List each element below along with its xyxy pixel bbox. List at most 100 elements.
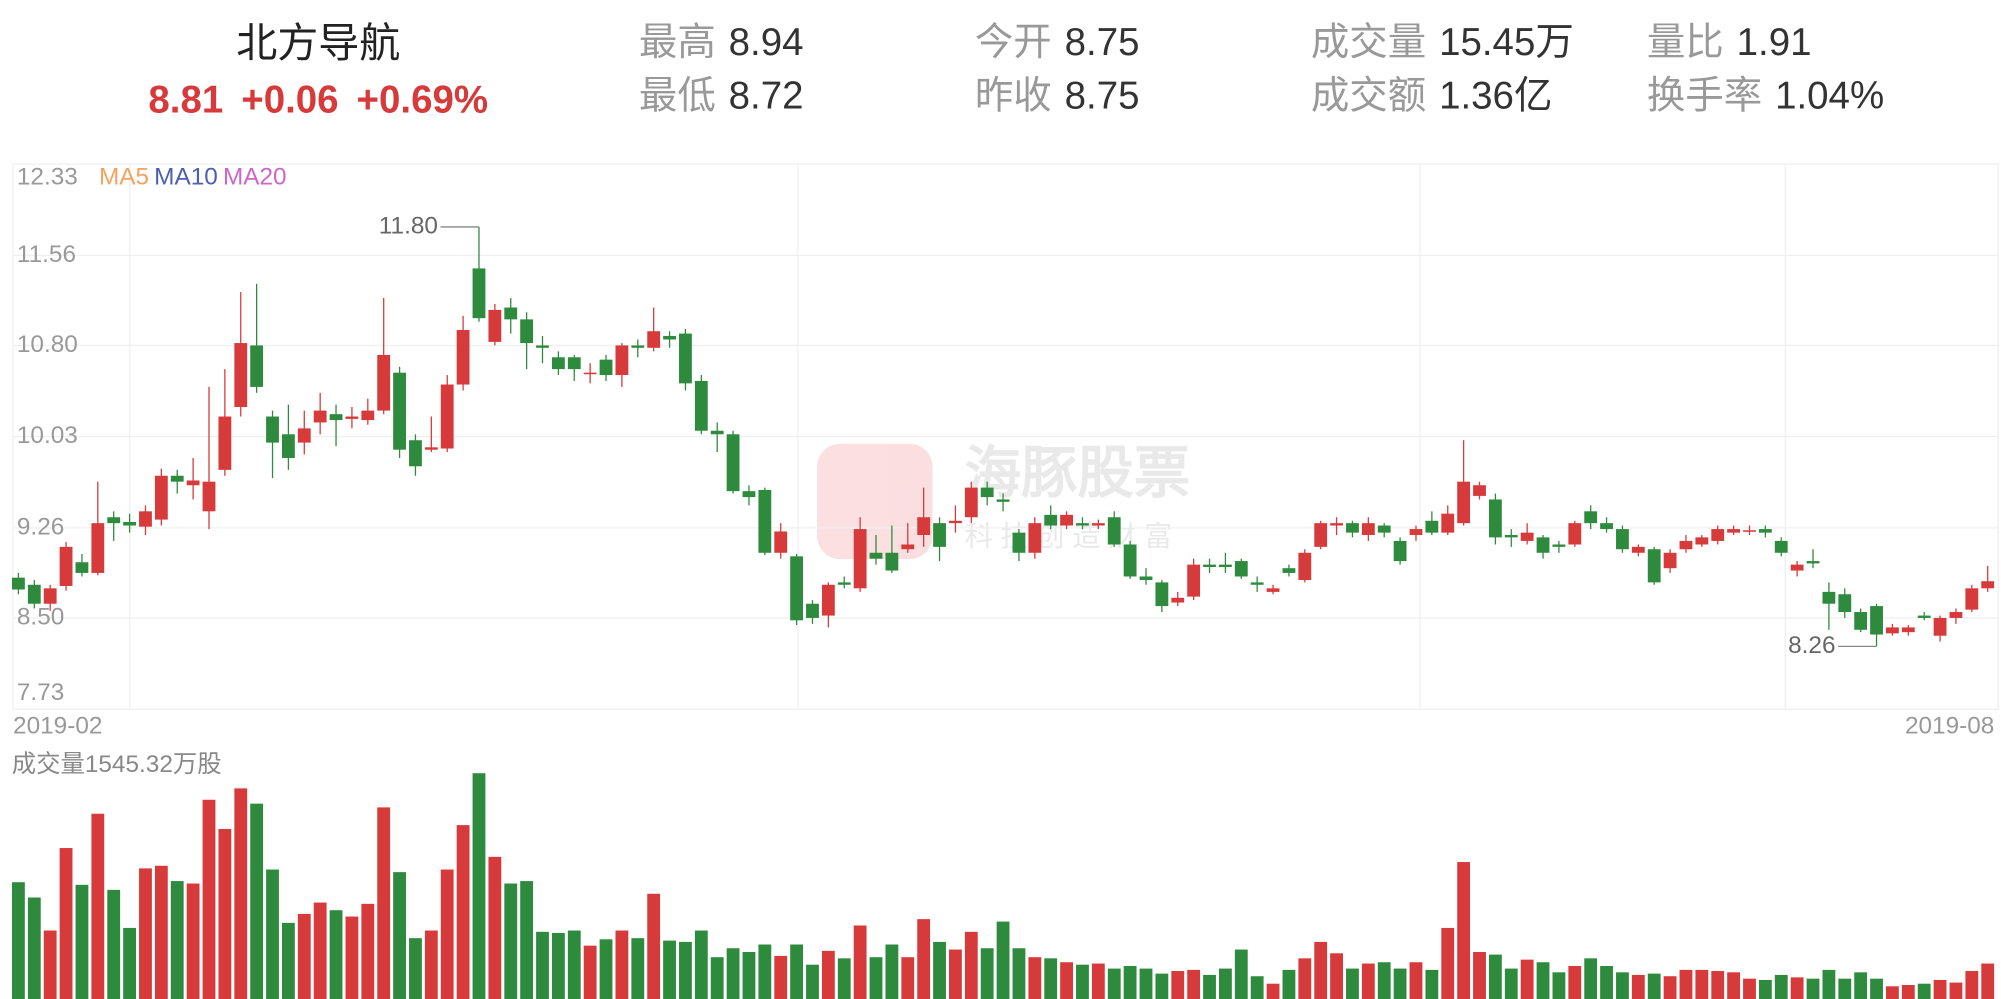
candle-body (980, 487, 994, 498)
volume-bar (1886, 986, 1899, 999)
candle-body (472, 268, 486, 319)
change: +0.06 (241, 79, 338, 122)
candle-body (1473, 485, 1486, 496)
volume-bar (1949, 982, 1963, 999)
volume-bar (218, 829, 232, 999)
candle-body (520, 319, 534, 344)
volume-bar (599, 939, 613, 999)
candle-body (901, 544, 915, 550)
volume-bar (456, 825, 470, 999)
candle-body (1187, 564, 1201, 597)
stat: 最高 8.94 (639, 21, 804, 64)
candle-body (1933, 617, 1947, 636)
candle-body (139, 511, 152, 527)
candle-body (154, 475, 168, 520)
volume-bar (1203, 974, 1216, 999)
volume-bar (1727, 972, 1741, 999)
candle-body (59, 546, 73, 586)
candle-body (1790, 564, 1804, 571)
volume-bar (1139, 968, 1153, 999)
candle-body (43, 588, 57, 604)
volume-bar (1346, 968, 1359, 999)
stat-value: 15.45万 (1439, 21, 1574, 64)
volume-bar (1854, 972, 1868, 999)
volume-bar (43, 930, 57, 999)
candle-body (1314, 523, 1328, 547)
candle-body (377, 354, 391, 411)
candle-body (170, 475, 184, 482)
candle-body (1044, 514, 1058, 526)
volume-bar (1600, 965, 1613, 999)
volume-bar (1568, 965, 1582, 999)
volume-bar (1234, 949, 1248, 999)
candle-body (1806, 561, 1820, 564)
candle-body (1727, 529, 1741, 533)
stat: 成交量 15.45万 (1311, 21, 1574, 64)
candle-body (1568, 523, 1582, 545)
volume-bar (1774, 974, 1788, 999)
volume-bar (790, 944, 804, 999)
candle-body (1330, 523, 1343, 526)
legend-entry: MA5 (99, 164, 149, 191)
candle-body (186, 480, 200, 486)
candle-body (933, 523, 946, 547)
candle-body (1457, 481, 1471, 524)
volume-bar (377, 807, 391, 999)
volume-bar (281, 922, 295, 999)
candle-body (615, 345, 629, 376)
candle-body (1679, 540, 1693, 550)
volume-bar (901, 957, 915, 999)
candle-body (949, 520, 962, 524)
volume-bar (1822, 969, 1836, 999)
candle-body (218, 416, 232, 470)
volume-bar (393, 872, 406, 999)
candle-body (1886, 627, 1899, 634)
candle-body (1695, 537, 1709, 545)
volume-bar (1504, 968, 1518, 999)
candle-body (567, 357, 581, 370)
volume-bar (154, 865, 168, 999)
volume-bar (869, 957, 883, 999)
volume-bar (472, 773, 486, 999)
stat-value: 8.75 (1065, 21, 1140, 64)
volume-bar (1758, 979, 1772, 999)
stat: 最低 8.72 (639, 75, 804, 118)
candle-body (1171, 597, 1185, 603)
y-tick-label: 10.80 (17, 331, 78, 358)
volume-bar (1123, 965, 1137, 999)
candle-body (869, 552, 883, 559)
price-line: 8.81 +0.06 +0.69% (148, 79, 488, 122)
volume-bar (694, 930, 708, 999)
candle-body (1631, 546, 1645, 553)
volume-bar (170, 881, 184, 999)
annotation-label: 8.26 (1788, 632, 1835, 659)
candle-body (1091, 523, 1105, 526)
candle-body (1139, 576, 1153, 581)
candle-body (1250, 582, 1264, 585)
volume-bar (1965, 971, 1979, 999)
volume-bar (1409, 962, 1423, 999)
stat: 昨收 8.75 (975, 75, 1140, 118)
volume-bar (774, 955, 788, 999)
volume-bar (186, 883, 200, 999)
volume-bar (1457, 862, 1471, 999)
x-tick-label: 2019-02 (13, 713, 102, 740)
volume-bar (488, 856, 502, 999)
volume-bar (75, 884, 89, 999)
stat-label: 今开 (975, 21, 1052, 64)
volume-bar (1282, 969, 1296, 999)
candle-body (742, 491, 756, 498)
candle-body (996, 499, 1010, 502)
candle-body (821, 584, 835, 616)
candle-body (917, 517, 931, 536)
candle-body (281, 434, 295, 458)
volume-bar (1631, 974, 1645, 999)
volume-bar (583, 945, 597, 999)
volume-bar (1536, 962, 1550, 999)
stat-value: 8.75 (1065, 75, 1140, 118)
candle-body (393, 372, 406, 450)
volume-bar (504, 883, 518, 999)
volume-bar (1187, 969, 1201, 999)
volume-bar (1314, 941, 1328, 999)
volume-bar (27, 897, 41, 999)
